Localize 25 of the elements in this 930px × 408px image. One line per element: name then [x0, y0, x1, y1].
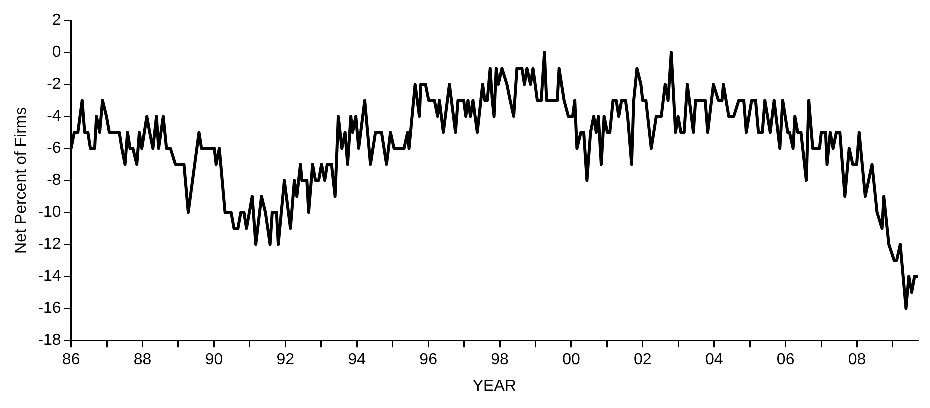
- y-tick-label: -8: [47, 172, 62, 190]
- x-tick-label: 08: [848, 352, 866, 369]
- x-tick-label: 04: [705, 352, 724, 369]
- x-tick-label: 06: [776, 352, 795, 369]
- y-tick-label: 0: [52, 44, 62, 62]
- y-tick-label: -12: [38, 236, 62, 254]
- y-axis-title: Net Percent of Firms: [13, 107, 30, 254]
- y-tick-label: -4: [47, 108, 62, 126]
- x-tick-label: 86: [62, 352, 80, 369]
- x-tick-label: 88: [134, 352, 152, 369]
- x-tick-label: 94: [348, 352, 366, 369]
- y-tick-label: -2: [47, 76, 62, 94]
- x-tick-label: 00: [562, 352, 580, 369]
- y-tick-label: -14: [38, 268, 62, 286]
- x-axis-title: YEAR: [472, 378, 516, 395]
- y-tick-label: -16: [38, 300, 62, 318]
- x-tick-label: 90: [205, 352, 224, 369]
- y-tick-label: -10: [38, 204, 62, 222]
- x-tick-label: 92: [276, 352, 295, 369]
- y-tick-label: 2: [52, 12, 62, 30]
- y-tick-label: -18: [38, 332, 62, 350]
- x-tick-label: 98: [491, 352, 510, 369]
- y-tick-label: -6: [47, 140, 62, 158]
- x-tick-label: 02: [634, 352, 652, 369]
- x-tick-label: 96: [420, 352, 438, 369]
